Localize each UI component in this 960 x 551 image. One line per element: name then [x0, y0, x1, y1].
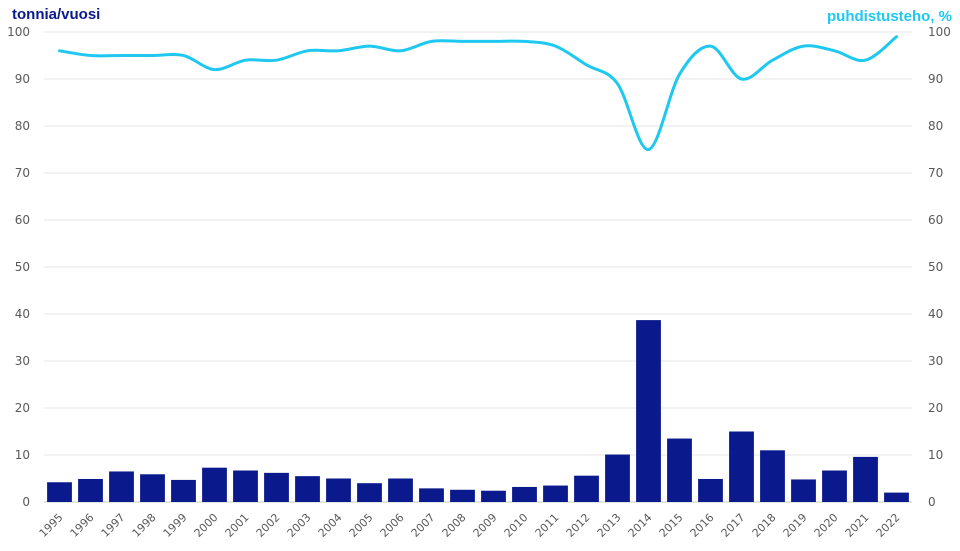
bar [853, 456, 878, 502]
y-tick-label-right: 30 [928, 354, 943, 368]
x-tick-label: 2009 [471, 511, 500, 540]
x-tick-label: 1997 [99, 511, 128, 540]
y-tick-label-left: 100 [7, 25, 30, 39]
x-tick-label: 1995 [37, 511, 66, 540]
bar [512, 486, 537, 502]
bar [78, 478, 103, 502]
x-tick-label: 2003 [285, 511, 314, 540]
x-tick-label: 2001 [223, 511, 252, 540]
y-tick-label-left: 80 [15, 119, 30, 133]
bar [419, 488, 444, 502]
x-tick-label: 2019 [781, 511, 810, 540]
y-tick-label-left: 40 [15, 307, 30, 321]
y-tick-label-right: 100 [928, 25, 951, 39]
y-tick-label-right: 70 [928, 166, 943, 180]
bar [450, 489, 475, 502]
y-tick-label-left: 10 [15, 448, 30, 462]
x-tick-label: 2006 [378, 511, 407, 540]
x-tick-label: 2021 [843, 511, 872, 540]
y-tick-label-right: 20 [928, 401, 943, 415]
y-tick-label-right: 50 [928, 260, 943, 274]
x-tick-label: 1999 [161, 511, 190, 540]
x-tick-label: 2018 [750, 511, 779, 540]
bar [357, 483, 382, 502]
x-tick-label: 2017 [719, 511, 748, 540]
x-tick-label: 2020 [812, 511, 841, 540]
x-tick-label: 2002 [254, 511, 283, 540]
bar [47, 482, 72, 502]
bar [233, 470, 258, 502]
y-tick-label-right: 0 [928, 495, 936, 509]
x-tick-label: 2013 [595, 511, 624, 540]
bar [636, 320, 661, 502]
x-tick-label: 2004 [316, 511, 345, 540]
y-tick-label-left: 20 [15, 401, 30, 415]
y-tick-label-right: 90 [928, 72, 943, 86]
y-tick-label-right: 40 [928, 307, 943, 321]
bar [326, 478, 351, 502]
right-axis-title: puhdistusteho, % [827, 8, 952, 25]
bar [760, 450, 785, 502]
y-tick-label-left: 0 [22, 495, 30, 509]
bar [202, 467, 227, 502]
bar [171, 479, 196, 502]
bar [574, 475, 599, 502]
left-axis-title: tonnia/vuosi [12, 6, 101, 23]
bar [481, 490, 506, 502]
x-tick-label: 2011 [533, 511, 562, 540]
x-tick-label: 2008 [440, 511, 469, 540]
line-series [58, 35, 898, 151]
x-tick-label: 2007 [409, 511, 438, 540]
x-tick-label: 2005 [347, 511, 376, 540]
y-tick-label-left: 50 [15, 260, 30, 274]
bar [729, 431, 754, 502]
bar [543, 485, 568, 502]
y-tick-label-left: 60 [15, 213, 30, 227]
x-tick-label: 2014 [626, 511, 655, 540]
y-tick-label-left: 30 [15, 354, 30, 368]
bar [295, 476, 320, 502]
x-tick-label: 1998 [130, 511, 159, 540]
bar [884, 492, 909, 502]
y-tick-label-left: 90 [15, 72, 30, 86]
x-tick-label: 2015 [657, 511, 686, 540]
x-tick-label: 1996 [68, 511, 97, 540]
bar [667, 438, 692, 502]
x-tick-label: 2012 [564, 511, 593, 540]
y-tick-label-right: 60 [928, 213, 943, 227]
bar [605, 454, 630, 502]
bar [698, 478, 723, 502]
y-tick-label-right: 10 [928, 448, 943, 462]
bar [264, 472, 289, 502]
bar [822, 470, 847, 502]
bar [791, 479, 816, 502]
y-tick-label-left: 70 [15, 166, 30, 180]
x-tick-label: 2010 [502, 511, 531, 540]
bar [109, 471, 134, 502]
bar [140, 474, 165, 502]
bar [388, 478, 413, 502]
x-tick-label: 2000 [192, 511, 221, 540]
x-tick-label: 2022 [874, 511, 903, 540]
y-tick-label-right: 80 [928, 119, 943, 133]
x-tick-label: 2016 [688, 511, 717, 540]
